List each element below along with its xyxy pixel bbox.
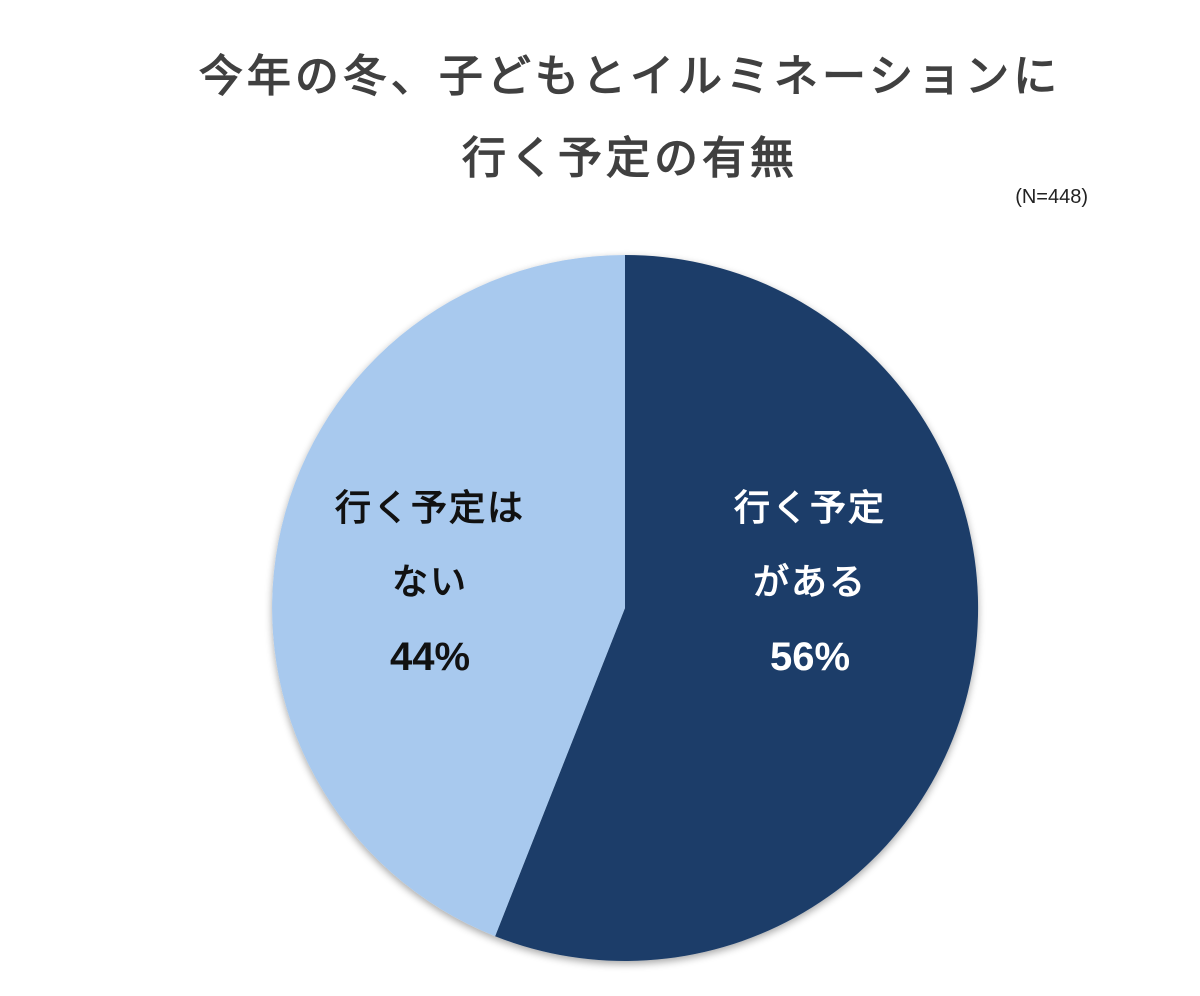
pie-slice-yes: [495, 254, 979, 962]
chart-title-line1: 今年の冬、子どもとイルミネーションに: [198, 51, 1062, 102]
slice-value-no: 44%: [389, 635, 471, 679]
slice-label-no-line1: 行く予定は: [334, 488, 525, 529]
chart-title-line2: 行く予定の有無: [462, 133, 798, 184]
slice-value-yes: 56%: [769, 635, 851, 679]
slice-label-yes: 行く予定 がある 56%: [700, 472, 920, 694]
slice-label-no-line2: ない: [391, 562, 468, 603]
sample-size-note: (N=448): [1015, 186, 1088, 208]
slice-label-no: 行く予定は ない 44%: [300, 472, 560, 694]
slice-label-yes-line1: 行く予定: [733, 488, 886, 529]
slice-label-yes-line2: がある: [752, 562, 867, 603]
pie-slice-no: [272, 255, 625, 937]
